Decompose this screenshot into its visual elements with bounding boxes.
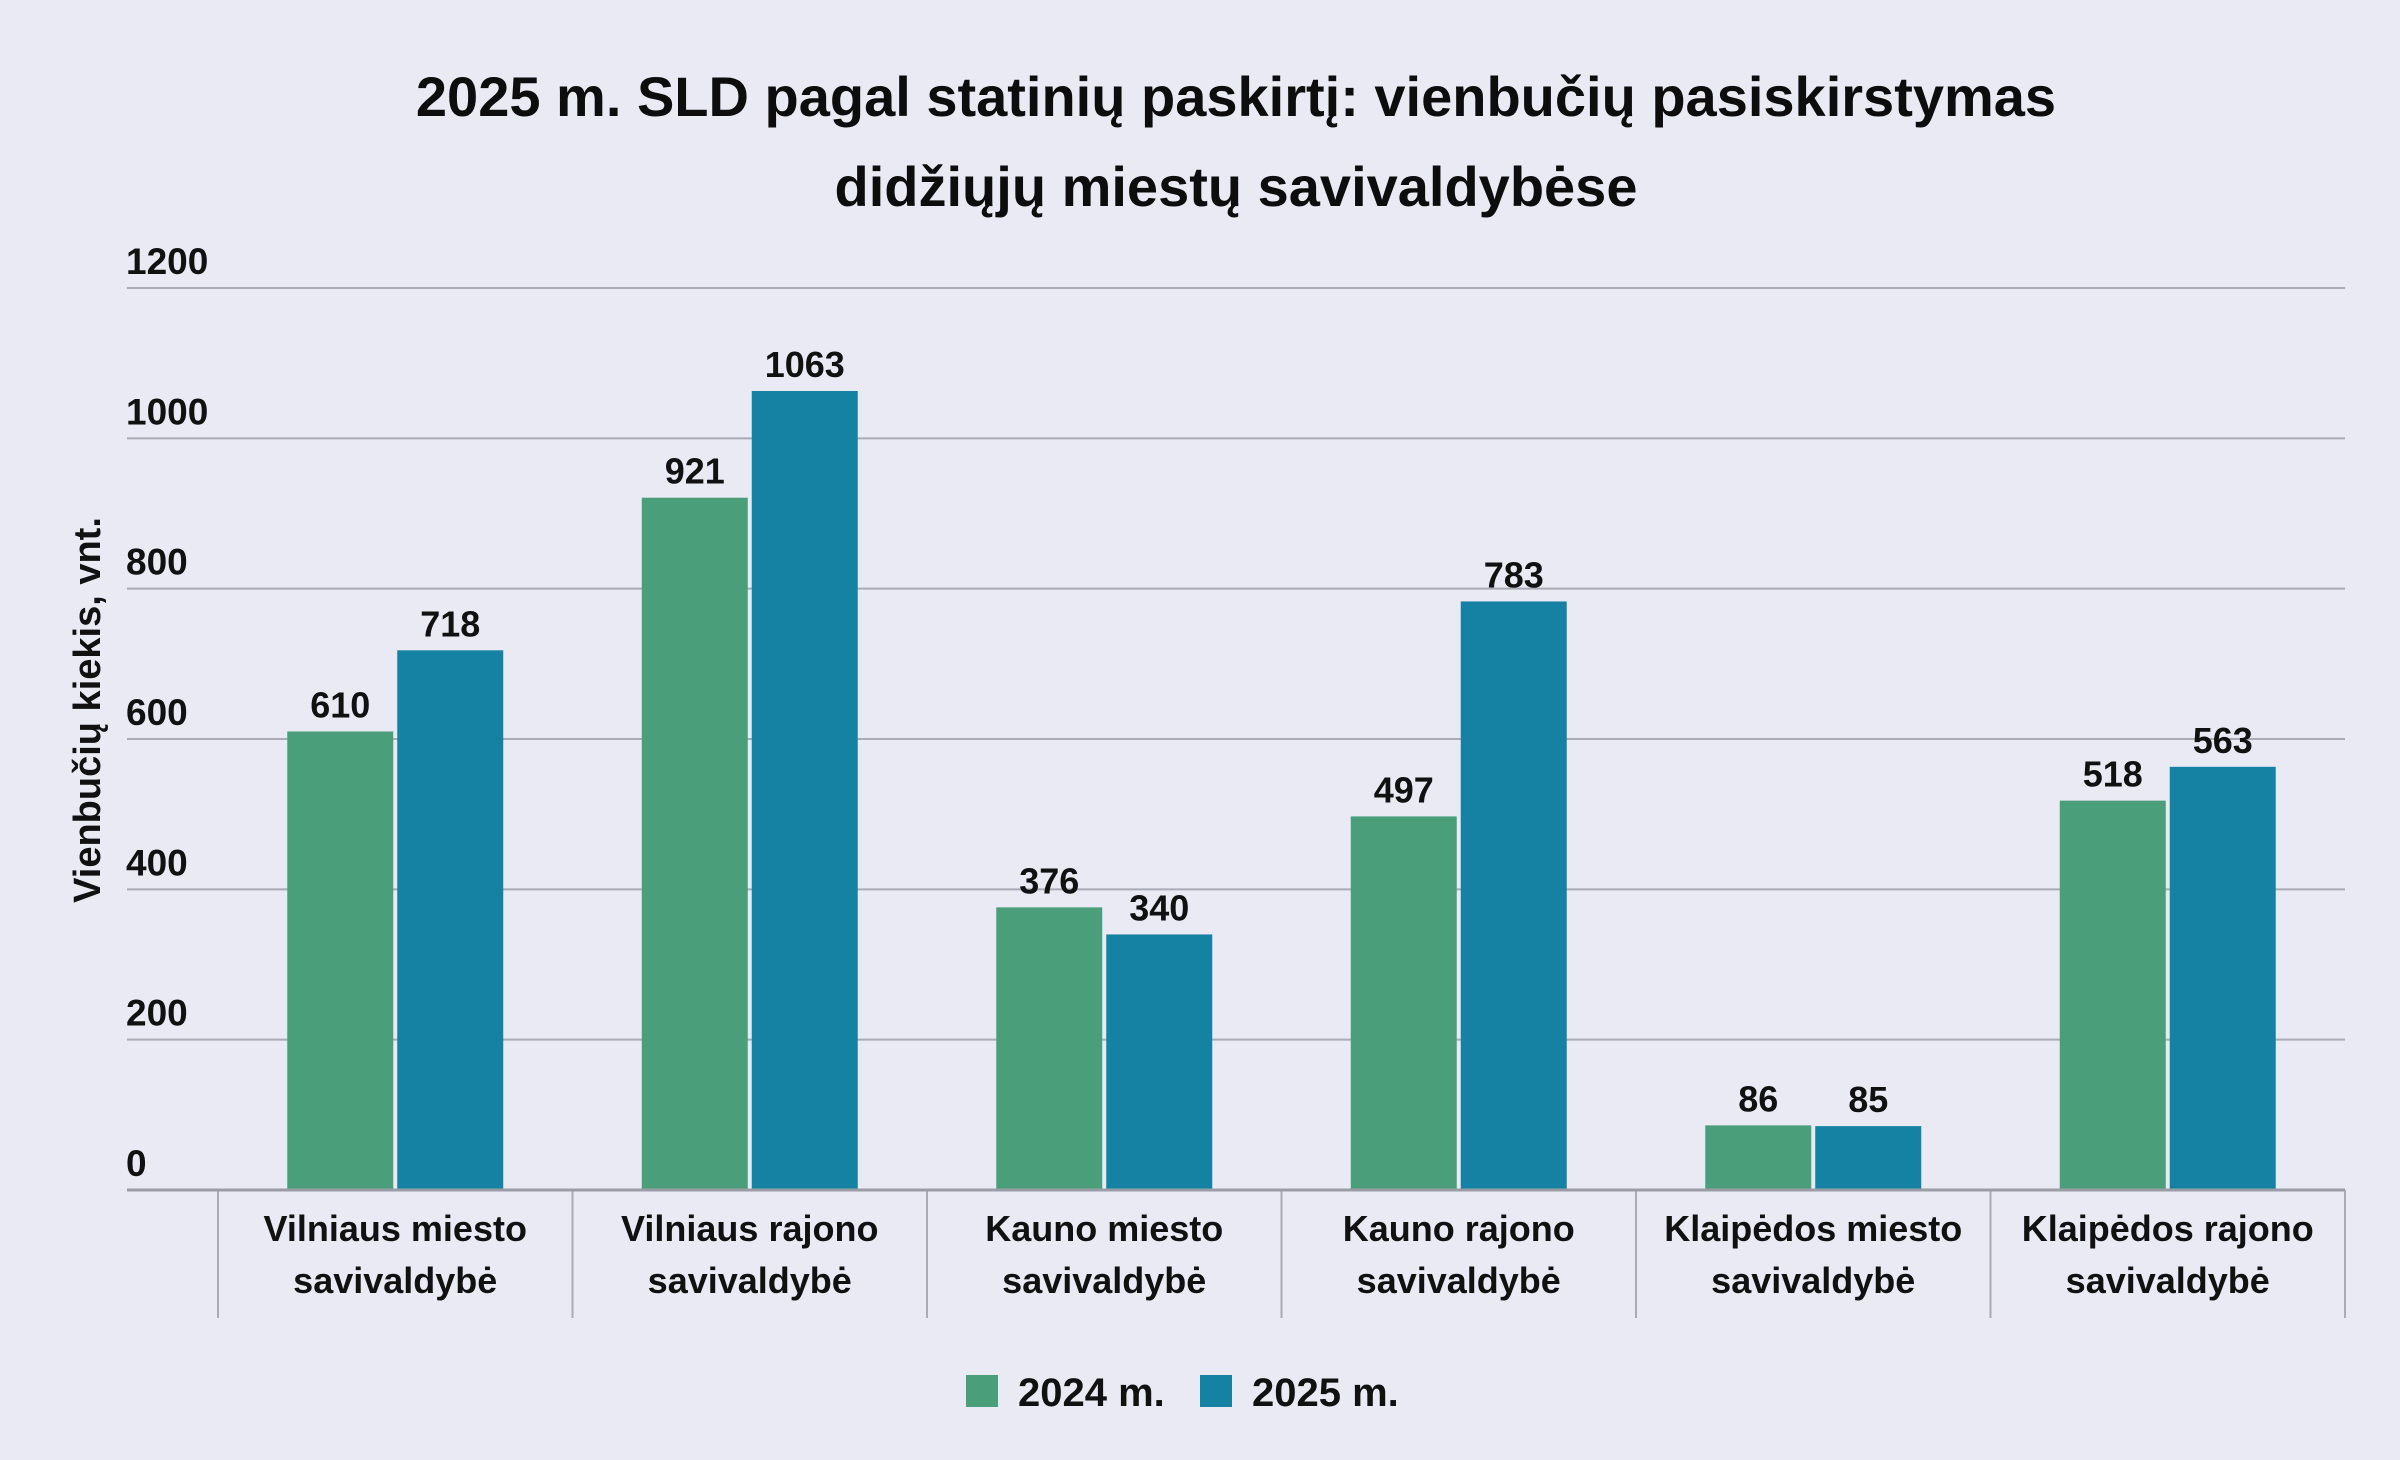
bar <box>2169 766 2276 1190</box>
y-tick-label: 0 <box>126 1143 147 1184</box>
data-label: 376 <box>1019 860 1079 901</box>
data-label: 518 <box>2083 754 2143 795</box>
legend-swatch <box>1200 1375 1232 1407</box>
data-label: 86 <box>1738 1078 1778 1119</box>
bars <box>287 390 2276 1191</box>
bar <box>641 497 748 1191</box>
y-tick-label: 800 <box>126 542 188 583</box>
x-tick-label: savivaldybė <box>648 1260 852 1301</box>
x-tick-label: savivaldybė <box>1357 1260 1561 1301</box>
chart-title-line-2: didžiųjų miestų savivaldybėse <box>835 155 1638 218</box>
data-label: 718 <box>420 603 480 644</box>
chart-title: 2025 m. SLD pagal statinių paskirtį: vie… <box>416 65 2056 218</box>
x-tick-label: savivaldybė <box>2066 1260 2270 1301</box>
data-label: 497 <box>1374 769 1434 810</box>
x-tick-label: savivaldybė <box>1002 1260 1206 1301</box>
legend: 2024 m. 2025 m. <box>966 1371 1399 1415</box>
x-tick-label: Klaipėdos miesto <box>1664 1208 1962 1249</box>
y-axis-title: Vienbučių kiekis, vnt. <box>67 517 109 903</box>
data-label: 921 <box>665 451 725 492</box>
x-tick-label: Vilniaus rajono <box>621 1208 878 1249</box>
data-label: 340 <box>1129 887 1189 928</box>
x-tick-label: Kauno miesto <box>985 1208 1223 1249</box>
bar <box>287 731 394 1190</box>
bar <box>1705 1125 1812 1190</box>
x-tick-label: Kauno rajono <box>1343 1208 1575 1249</box>
y-axis-ticks: 0 200 400 600 800 1000 1200 <box>126 241 208 1184</box>
bar <box>1815 1126 1922 1190</box>
data-label: 85 <box>1848 1079 1888 1120</box>
data-label: 610 <box>310 684 370 725</box>
y-tick-label: 1000 <box>126 391 208 432</box>
x-tick-label: savivaldybė <box>293 1260 497 1301</box>
x-tick-label: Vilniaus miesto <box>264 1208 527 1249</box>
data-labels: 610 718 921 1063 376 340 497 783 86 85 518 563 <box>310 344 2253 1120</box>
y-tick-label: 200 <box>126 993 188 1034</box>
x-tick-label: savivaldybė <box>1711 1260 1915 1301</box>
legend-swatch <box>966 1375 998 1407</box>
data-label: 1063 <box>765 344 845 385</box>
data-label: 563 <box>2193 720 2253 761</box>
bar <box>1106 934 1213 1190</box>
y-tick-label: 400 <box>126 842 188 883</box>
legend-label: 2024 m. <box>1018 1371 1165 1415</box>
x-axis: Vilniaus miesto savivaldybė Vilniaus rajon… <box>127 1188 2346 1318</box>
bar <box>397 650 504 1190</box>
y-tick-label: 1200 <box>126 241 208 282</box>
data-label: 783 <box>1484 554 1544 595</box>
bar <box>1460 601 1567 1190</box>
bar <box>2059 800 2166 1190</box>
bar <box>751 390 858 1190</box>
y-tick-label: 600 <box>126 692 188 733</box>
chart-title-line-1: 2025 m. SLD pagal statinių paskirtį: vie… <box>416 65 2056 128</box>
bar <box>1350 816 1457 1190</box>
bar <box>996 907 1103 1190</box>
legend-label: 2025 m. <box>1252 1371 1399 1415</box>
x-tick-label: Klaipėdos rajono <box>2022 1208 2314 1249</box>
